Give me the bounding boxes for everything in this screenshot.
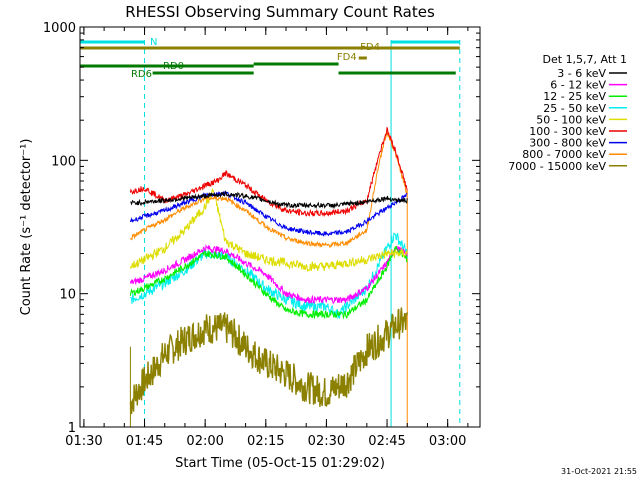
series-line [130, 190, 408, 210]
legend-label: 100 - 300 keV [529, 125, 606, 138]
legend-header: Det 1,5,7, Att 1 [543, 53, 627, 66]
green-mode-bar-label: RD0 [163, 61, 184, 72]
legend-label: 25 - 50 keV [543, 102, 606, 115]
x-tick-label: 02:30 [308, 434, 345, 449]
green-mode-bar-label: RD6 [131, 69, 152, 80]
x-tick-label: 02:45 [368, 434, 405, 449]
series-line [129, 245, 408, 320]
series-line [129, 190, 408, 237]
x-tick-label: 03:00 [429, 434, 466, 449]
legend-label: 3 - 6 keV [557, 67, 606, 80]
legend-label: 7000 - 15000 keV [508, 160, 606, 173]
olive-mode-bar-label: FD4 [360, 42, 380, 53]
chart-title: RHESSI Observing Summary Count Rates [125, 3, 435, 21]
timestamp: 31-Oct-2021 21:55 [561, 467, 637, 476]
y-tick-label: 100 [51, 154, 76, 169]
legend-label: 300 - 800 keV [529, 137, 606, 150]
series-layer [129, 126, 408, 415]
legend-label: 800 - 7000 keV [522, 148, 606, 161]
x-tick-label: 01:45 [126, 434, 163, 449]
x-tick-label: 02:15 [247, 434, 284, 449]
x-tick-label: 02:00 [186, 434, 223, 449]
axes-layer: 01:30 01:45 02:00 02:15 02:30 02:45 03:00 1 10 10… [43, 21, 480, 449]
series-line [129, 188, 408, 273]
y-tick-label: 1 [68, 421, 76, 436]
plot-frame [79, 26, 481, 428]
cyan-mode-bar-label: N [150, 37, 157, 48]
legend-label: 6 - 12 keV [550, 79, 606, 92]
x-tick-label: 01:30 [65, 434, 102, 449]
y-tick-label: 1000 [43, 21, 76, 36]
olive-mode-bar-label: FD4 [337, 52, 357, 63]
series-line [129, 131, 408, 249]
legend-label: 12 - 25 keV [543, 90, 606, 103]
y-axis-label: Count Rate (s⁻¹ detector⁻¹) [19, 139, 34, 316]
legend-label: 50 - 100 keV [536, 113, 606, 126]
y-tick-label: 10 [59, 288, 76, 303]
x-axis-label: Start Time (05-Oct-15 01:29:02) [175, 456, 385, 471]
series-line [129, 307, 408, 415]
series-line [129, 243, 408, 305]
